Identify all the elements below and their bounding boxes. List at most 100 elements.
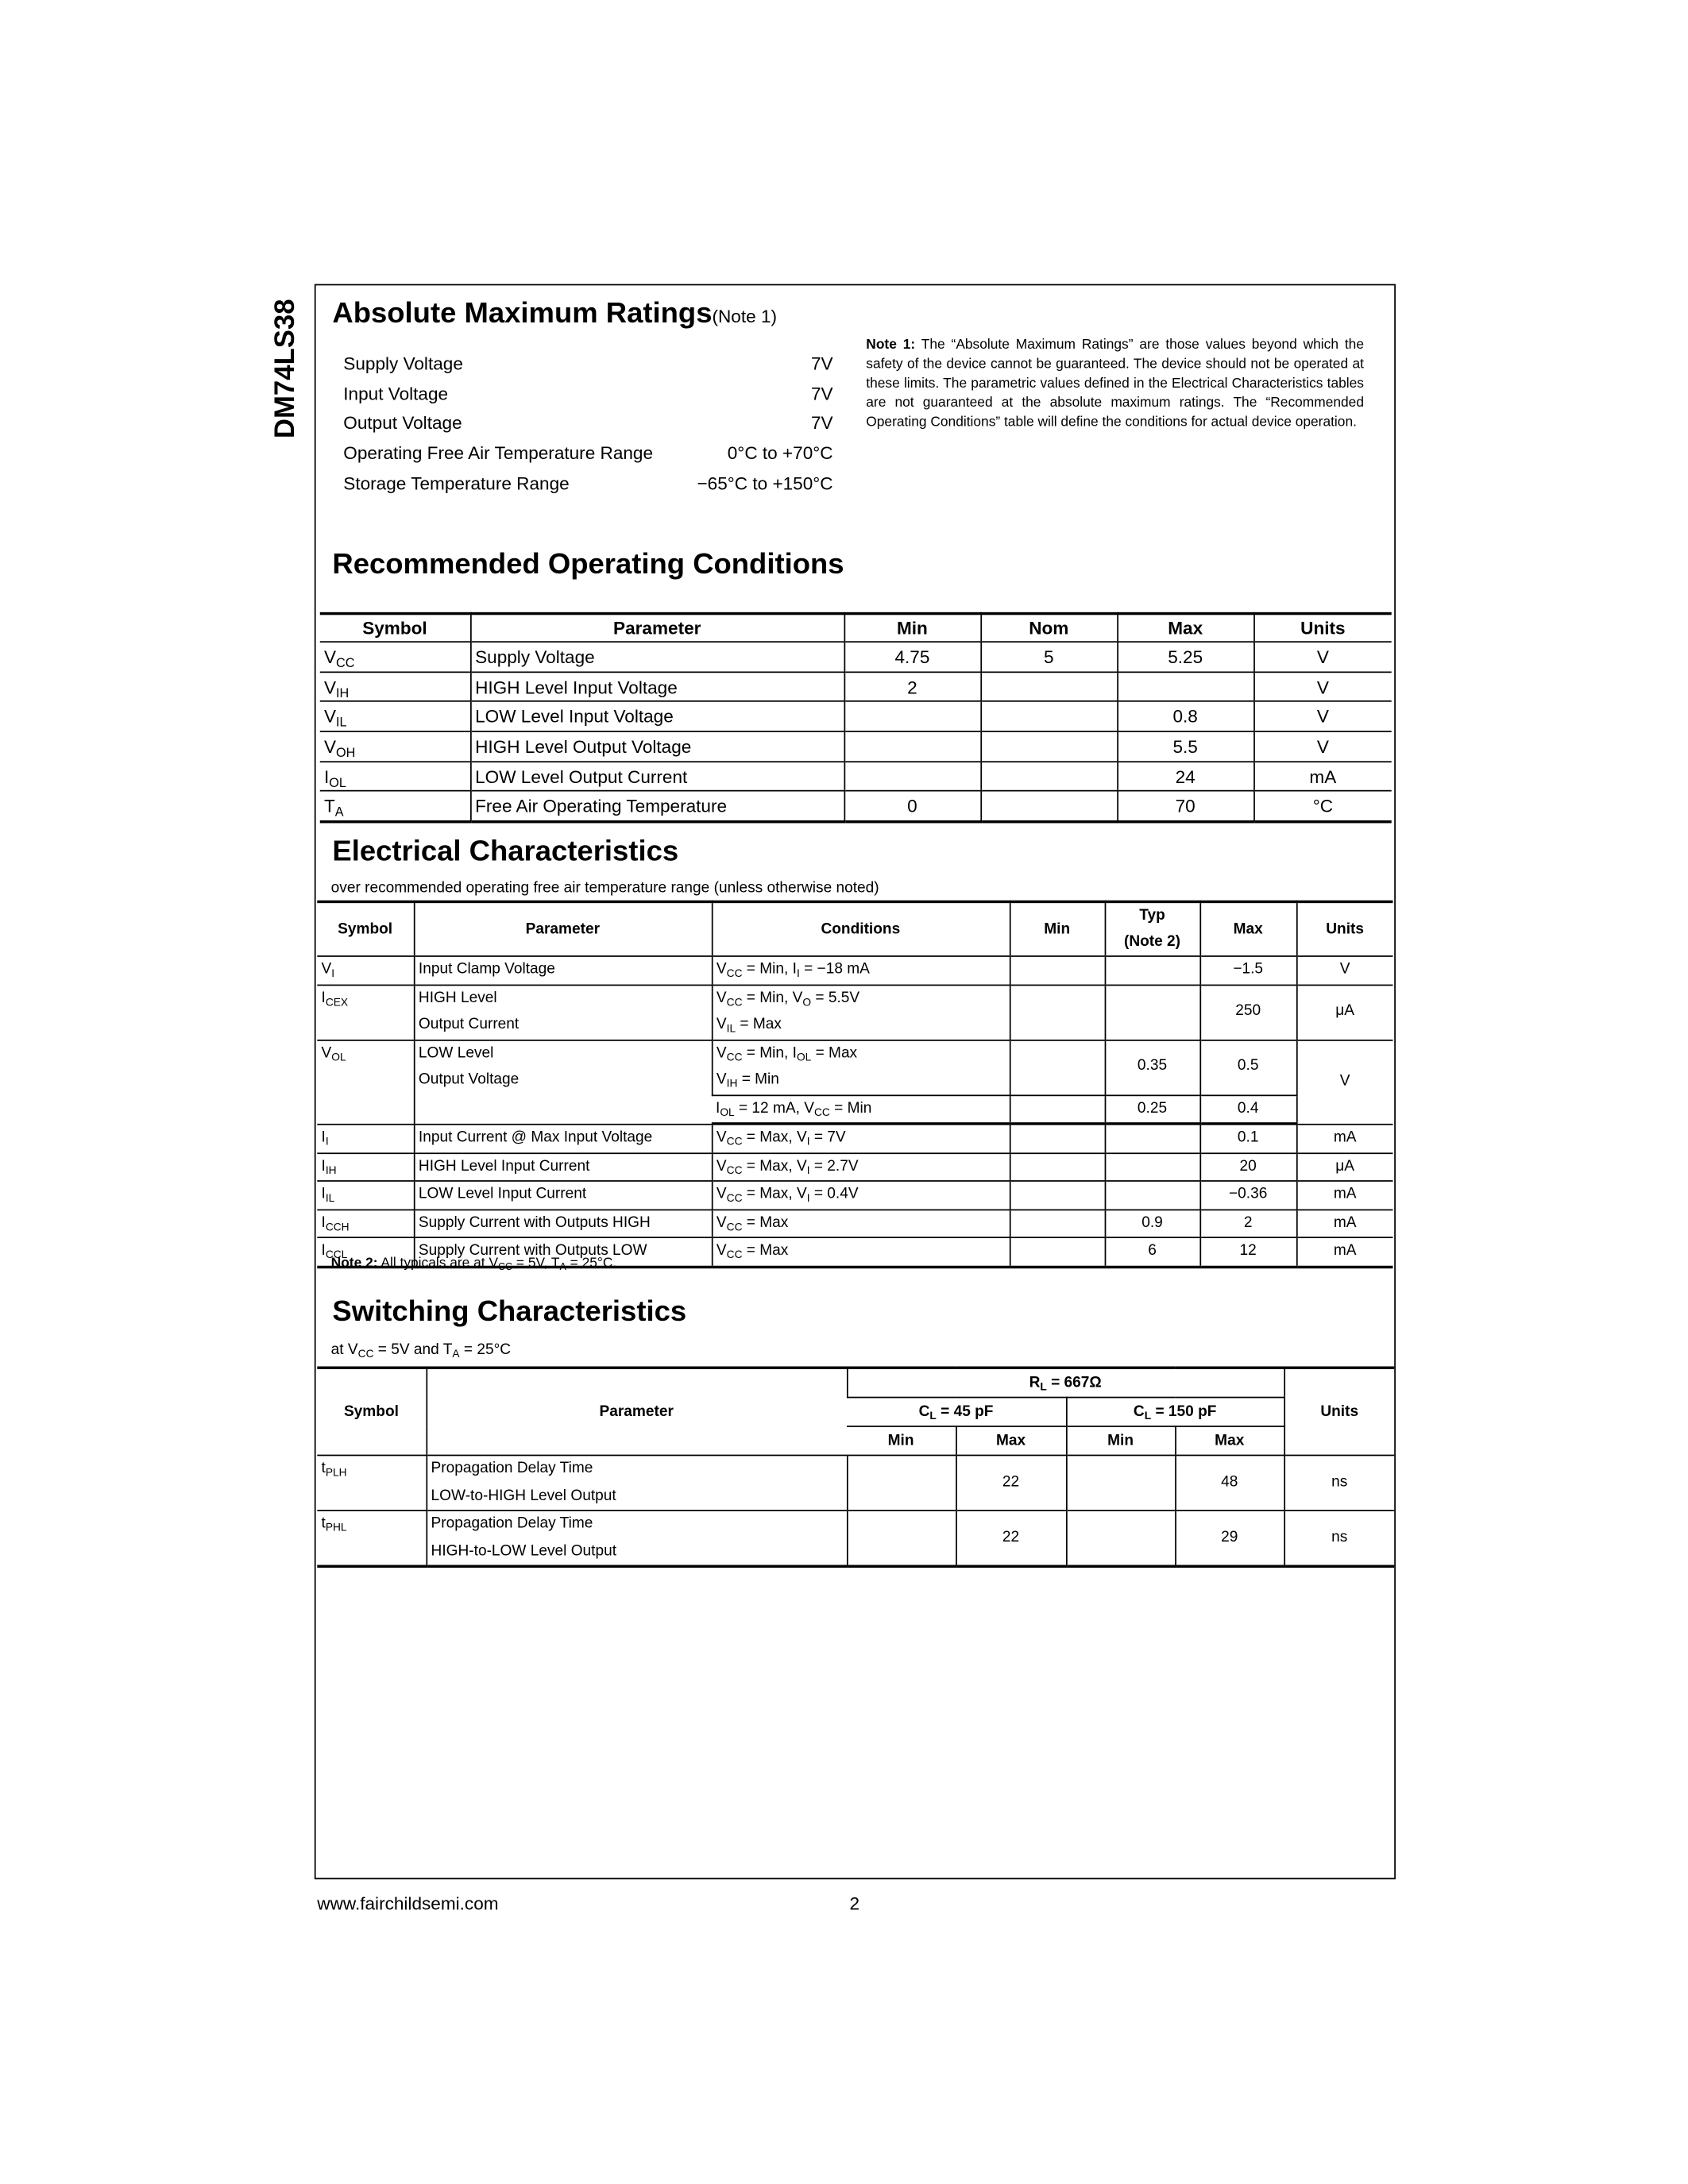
rating-label: Output Voltage <box>343 409 462 439</box>
text: Min <box>1044 920 1071 937</box>
line: VCC = Min, IOL = Max <box>717 1040 1005 1067</box>
cell <box>846 1455 956 1511</box>
cell <box>1008 1209 1105 1239</box>
rating-value: 7V <box>811 349 833 379</box>
text: V <box>716 1242 727 1260</box>
cell: 70 <box>1116 791 1254 824</box>
text: −0.36 <box>1229 1186 1268 1202</box>
cell: ICCH <box>317 1209 414 1239</box>
cell: VCC = Max <box>710 1209 1010 1239</box>
row: IOL = 12 mA, VCC = Min 0.25 0.4 <box>317 1094 1393 1125</box>
cell: LOW Level Input Voltage <box>469 701 844 732</box>
cell: 0.5 <box>1199 1040 1296 1096</box>
text: Symbol <box>343 1403 399 1421</box>
text: I <box>716 1099 720 1117</box>
cell <box>979 731 1118 762</box>
cell: −0.36 <box>1199 1180 1296 1210</box>
subscript: CC <box>357 1347 374 1360</box>
cell: 22 <box>955 1510 1067 1568</box>
text: C <box>1133 1403 1145 1421</box>
text: Typ <box>1139 907 1165 924</box>
cell <box>979 791 1118 824</box>
header-row: Symbol Parameter Min Nom Max Units <box>319 613 1392 643</box>
cell <box>1008 1180 1105 1210</box>
cell: μA <box>1296 1152 1393 1182</box>
subscript: CEX <box>325 995 349 1008</box>
text: 0.9 <box>1141 1214 1163 1231</box>
rating-label: Operating Free Air Temperature Range <box>343 438 653 469</box>
text: HIGH-to-LOW Level Output <box>431 1542 617 1559</box>
header: Min <box>846 1426 956 1457</box>
cell: LOW Level Output Voltage <box>412 1040 712 1125</box>
subscript: IH <box>325 1163 337 1176</box>
row: TA Free Air Operating Temperature 0 70 °C <box>319 791 1392 824</box>
text: ns <box>1331 1473 1348 1491</box>
cell <box>979 701 1118 732</box>
text: 0.8 <box>1172 706 1198 727</box>
cell: IIL <box>317 1180 414 1210</box>
text: 0.1 <box>1237 1129 1259 1146</box>
text: = 5V, T <box>512 1256 560 1271</box>
header-row: Min Max Min Max <box>317 1426 1394 1457</box>
header: Parameter <box>469 613 844 643</box>
text: Propagation Delay Time <box>431 1515 593 1532</box>
line: HIGH-to-LOW Level Output <box>431 1538 842 1564</box>
text: = Max, V <box>742 1186 807 1202</box>
cell <box>1008 1237 1105 1268</box>
text: Operating Free Air Temperature Range <box>343 442 654 464</box>
text: 0 <box>907 796 917 817</box>
text: 0.5 <box>1237 1058 1259 1075</box>
subscript: IL <box>336 716 347 730</box>
text: 5 <box>1044 646 1054 668</box>
cell: mA <box>1253 761 1392 793</box>
rating-label: Input Voltage <box>343 379 448 409</box>
cell: V <box>1253 701 1392 732</box>
bold-label: Note 1: <box>866 338 916 353</box>
text: 48 <box>1221 1473 1238 1491</box>
cell: VOL <box>317 1040 414 1125</box>
text: 250 <box>1235 1002 1261 1020</box>
text: V <box>321 1044 332 1061</box>
header: Symbol <box>319 613 471 643</box>
text: 22 <box>1002 1528 1020 1545</box>
text: V <box>716 1214 727 1231</box>
text: mA <box>1333 1242 1357 1260</box>
cell: Input Current @ Max Input Voltage <box>412 1123 712 1154</box>
switching-table: Symbol Parameter RL = 667Ω Units CL = 45… <box>317 1366 1395 1568</box>
rating-row: Operating Free Air Temperature Range 0°C … <box>343 438 832 469</box>
rating-label: Storage Temperature Range <box>343 469 569 499</box>
text: Min <box>1107 1432 1134 1449</box>
line: VCC = Min, VO = 5.5V <box>717 985 1005 1012</box>
subscript: L <box>1040 1380 1047 1394</box>
subscript: A <box>452 1347 460 1360</box>
text: 0.4 <box>1237 1099 1259 1117</box>
line: VIL = Max <box>717 1012 1005 1038</box>
text: LOW Level <box>418 1044 494 1061</box>
header: RL = 667Ω <box>846 1368 1284 1399</box>
text: V <box>716 1157 727 1175</box>
cell: V <box>1296 955 1393 986</box>
text: Recommended Operating Conditions <box>332 548 844 581</box>
text: Parameter <box>525 920 601 937</box>
text: = 25°C. <box>566 1256 617 1271</box>
row: ICEX HIGH Level Output Current VCC = Min,… <box>317 984 1393 1040</box>
cell <box>843 731 981 762</box>
text: Units <box>1326 920 1365 937</box>
subscript: CC <box>726 1220 743 1233</box>
row: IIL LOW Level Input Current VCC = Max, VI … <box>317 1180 1393 1210</box>
cell: ICCL <box>317 1237 414 1268</box>
text: = Max <box>811 1044 858 1061</box>
header: Units <box>1296 901 1393 957</box>
text: = Max, V <box>742 1129 807 1146</box>
text: Input Clamp Voltage <box>418 961 555 978</box>
note: Note 2: All typicals are at VCC = 5V, TA… <box>331 1256 617 1272</box>
text: = Min, I <box>742 961 797 978</box>
cell: tPLH <box>317 1455 427 1511</box>
text: 7V <box>810 383 833 404</box>
row: VI Input Clamp Voltage VCC = Min, II = −… <box>317 955 1393 986</box>
text: Symbol <box>362 617 427 639</box>
text: V <box>716 989 727 1006</box>
cell <box>1008 1152 1105 1182</box>
ratings-list: Supply Voltage 7V Input Voltage 7V Output Vo… <box>343 349 832 498</box>
header: Max <box>1199 901 1296 957</box>
